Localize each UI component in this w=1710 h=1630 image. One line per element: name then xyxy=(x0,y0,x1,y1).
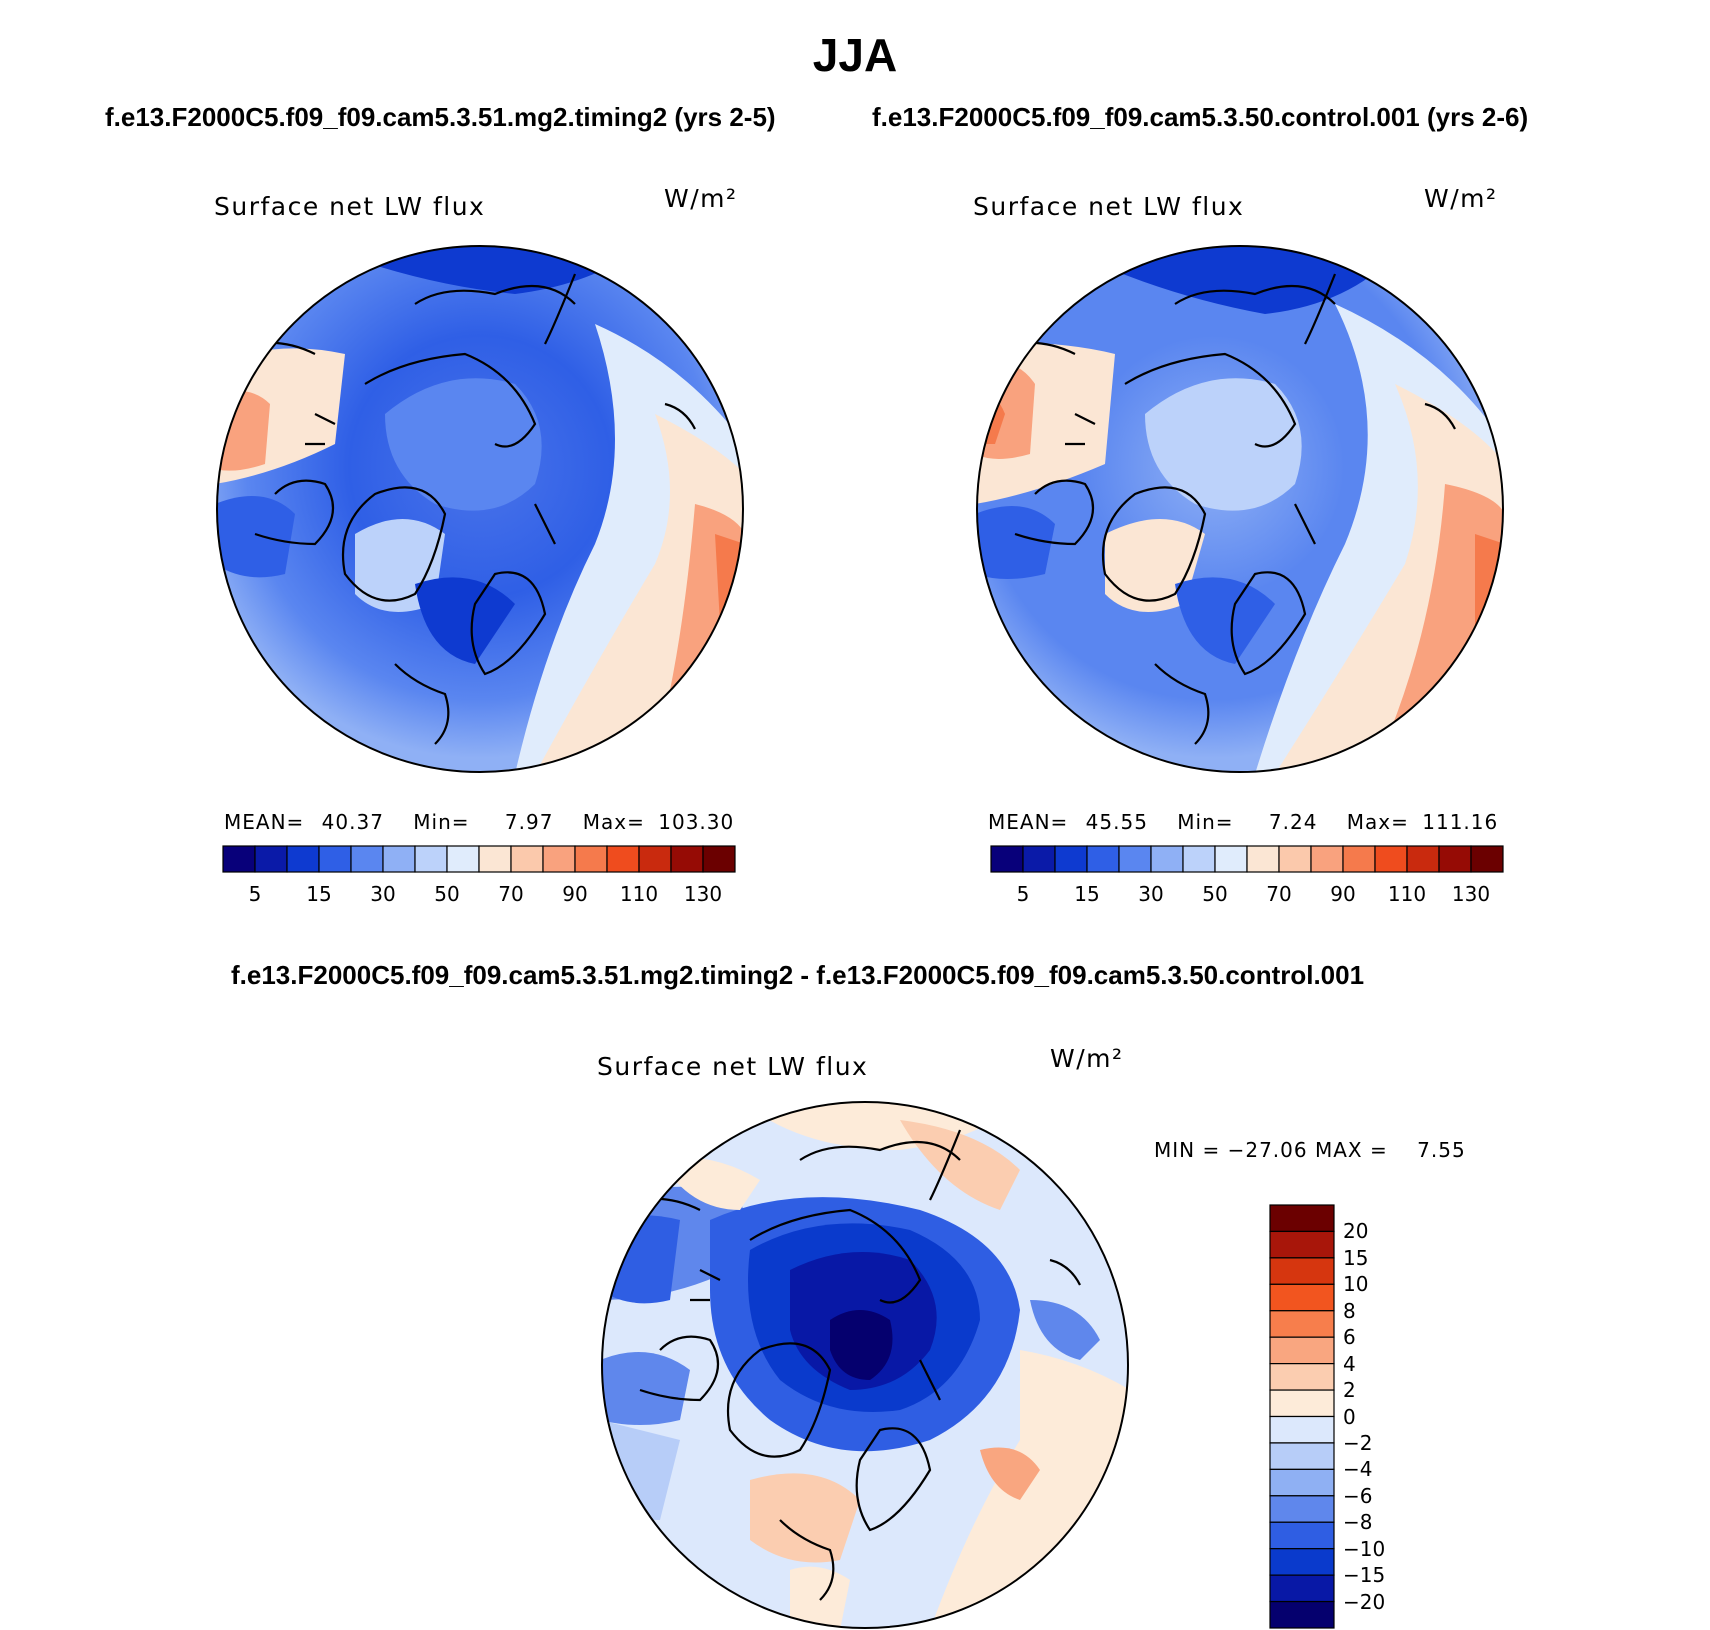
colorbar-swatch xyxy=(1269,1204,1335,1233)
colorbar-swatch xyxy=(318,845,352,873)
colorbar-swatch xyxy=(1269,1257,1335,1285)
diff-colorbar-tick: 6 xyxy=(1343,1325,1356,1350)
panel1-colorbar xyxy=(222,845,736,873)
panel1-colorbar-tick: 30 xyxy=(370,882,396,906)
colorbar-swatch xyxy=(1269,1521,1335,1550)
diff-colorbar-tick: −8 xyxy=(1343,1510,1373,1535)
diff-colorbar-tick: −4 xyxy=(1343,1457,1373,1482)
colorbar-swatch xyxy=(1118,845,1152,873)
diff-case-title: f.e13.F2000C5.f09_f09.cam5.3.51.mg2.timi… xyxy=(231,960,1365,990)
diff-colorbar-tick: 10 xyxy=(1343,1272,1369,1297)
colorbar-swatch xyxy=(414,845,448,873)
colorbar-swatch xyxy=(286,845,320,873)
diff-units: W/m² xyxy=(1050,1044,1124,1073)
panel2-units: W/m² xyxy=(1424,184,1498,213)
panel1-units: W/m² xyxy=(664,184,738,213)
colorbar-swatch xyxy=(542,845,576,873)
colorbar-swatch xyxy=(350,845,384,873)
figure-title: JJA xyxy=(812,29,898,81)
colorbar-swatch xyxy=(1086,845,1120,873)
colorbar-swatch xyxy=(1269,1310,1335,1338)
colorbar-swatch xyxy=(1269,1468,1335,1497)
panel2-colorbar xyxy=(990,845,1504,873)
colorbar-swatch xyxy=(638,845,672,873)
panel2-case-title: f.e13.F2000C5.f09_f09.cam5.3.50.control.… xyxy=(872,102,1529,132)
colorbar-swatch xyxy=(1342,845,1376,873)
diff-polar-map xyxy=(601,1101,1129,1629)
colorbar-swatch xyxy=(382,845,416,873)
diff-colorbar-tick: 15 xyxy=(1343,1245,1369,1270)
colorbar-swatch xyxy=(222,845,256,873)
panel1-colorbar-tick: 15 xyxy=(306,882,332,906)
colorbar-swatch xyxy=(1438,845,1472,873)
panel1-variable-label: Surface net LW flux xyxy=(214,192,486,221)
diff-colorbar-tick: 0 xyxy=(1343,1404,1356,1429)
colorbar-swatch xyxy=(1278,845,1312,873)
panel1-colorbar-tick: 90 xyxy=(562,882,588,906)
colorbar-swatch xyxy=(254,845,288,873)
panel2-colorbar-tick: 110 xyxy=(1387,882,1427,906)
diff-colorbar-tick: −15 xyxy=(1343,1563,1386,1588)
diff-colorbar-tick: 4 xyxy=(1343,1351,1356,1376)
colorbar-swatch xyxy=(446,845,480,873)
colorbar-swatch xyxy=(1470,845,1504,873)
diff-colorbar xyxy=(1269,1204,1335,1629)
diff-colorbar-tick: 20 xyxy=(1343,1219,1369,1244)
colorbar-swatch xyxy=(1269,1495,1335,1523)
diff-colorbar-tick: 2 xyxy=(1343,1378,1356,1403)
colorbar-swatch xyxy=(1150,845,1184,873)
colorbar-swatch xyxy=(1269,1600,1335,1629)
panel2-polar-map xyxy=(976,245,1504,773)
colorbar-swatch xyxy=(1374,845,1408,873)
panel2-colorbar-tick: 50 xyxy=(1202,882,1228,906)
colorbar-swatch xyxy=(990,845,1024,873)
colorbar-swatch xyxy=(1269,1283,1335,1312)
colorbar-swatch xyxy=(510,845,544,873)
diff-colorbar-tick: −2 xyxy=(1343,1430,1373,1455)
panel1-colorbar-tick: 130 xyxy=(683,882,723,906)
colorbar-swatch xyxy=(670,845,704,873)
colorbar-swatch xyxy=(1246,845,1280,873)
panel2-colorbar-tick: 130 xyxy=(1451,882,1491,906)
colorbar-swatch xyxy=(1182,845,1216,873)
panel1-polar-map xyxy=(216,245,744,773)
colorbar-swatch xyxy=(1269,1336,1335,1365)
colorbar-swatch xyxy=(1269,1230,1335,1259)
colorbar-swatch xyxy=(1269,1442,1335,1470)
panel1-colorbar-tick: 110 xyxy=(619,882,659,906)
colorbar-swatch xyxy=(1054,845,1088,873)
panel2-colorbar-tick: 5 xyxy=(1016,882,1030,906)
diff-colorbar-tick: −6 xyxy=(1343,1483,1373,1508)
colorbar-swatch xyxy=(1269,1574,1335,1603)
panel1-stats: MEAN= 40.37 Min= 7.97 Max= 103.30 xyxy=(224,810,735,834)
colorbar-swatch xyxy=(1022,845,1056,873)
diff-colorbar-tick: −20 xyxy=(1343,1589,1386,1614)
panel2-colorbar-tick: 15 xyxy=(1074,882,1100,906)
colorbar-swatch xyxy=(1406,845,1440,873)
panel1-case-title: f.e13.F2000C5.f09_f09.cam5.3.51.mg2.timi… xyxy=(105,102,776,132)
colorbar-swatch xyxy=(574,845,608,873)
colorbar-swatch xyxy=(1269,1363,1335,1391)
diff-variable-label: Surface net LW flux xyxy=(597,1052,869,1081)
panel2-colorbar-tick: 90 xyxy=(1330,882,1356,906)
panel2-colorbar-tick: 30 xyxy=(1138,882,1164,906)
panel2-colorbar-tick: 70 xyxy=(1266,882,1292,906)
panel1-colorbar-tick: 50 xyxy=(434,882,460,906)
colorbar-swatch xyxy=(702,845,736,873)
colorbar-swatch xyxy=(1269,1389,1335,1418)
colorbar-swatch xyxy=(1310,845,1344,873)
colorbar-swatch xyxy=(1269,1415,1335,1444)
diff-min-max: MIN = −27.06 MAX = 7.55 xyxy=(1154,1138,1466,1162)
diff-colorbar-tick: −10 xyxy=(1343,1536,1386,1561)
panel1-colorbar-tick: 5 xyxy=(248,882,262,906)
colorbar-swatch xyxy=(606,845,640,873)
panel1-colorbar-tick: 70 xyxy=(498,882,524,906)
panel2-stats: MEAN= 45.55 Min= 7.24 Max= 111.16 xyxy=(988,810,1499,834)
diff-colorbar-tick: 8 xyxy=(1343,1298,1356,1323)
panel2-variable-label: Surface net LW flux xyxy=(973,192,1245,221)
colorbar-swatch xyxy=(1214,845,1248,873)
colorbar-swatch xyxy=(478,845,512,873)
colorbar-swatch xyxy=(1269,1548,1335,1576)
